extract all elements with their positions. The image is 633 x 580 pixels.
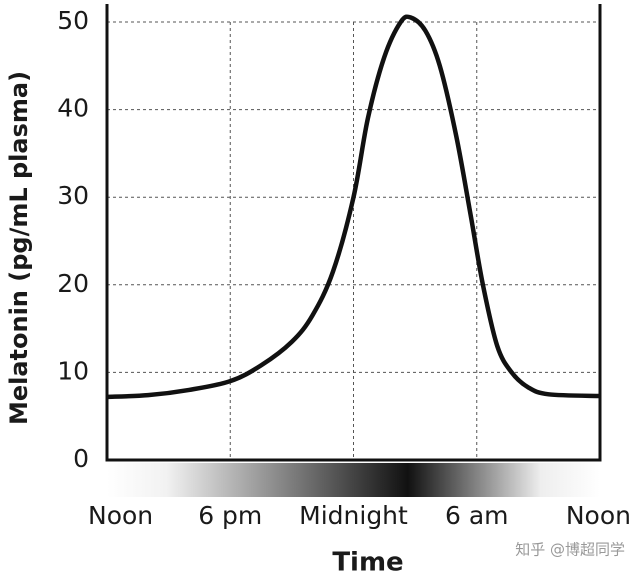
y-tick-label: 50 (57, 6, 89, 35)
y-tick-label: 20 (57, 269, 89, 298)
axis-frame (105, 4, 602, 462)
x-tick-label: Noon (88, 501, 153, 530)
x-axis-label: Time (332, 548, 403, 578)
x-tick-label: 6 am (445, 501, 509, 530)
x-tick-label: Midnight (299, 501, 408, 530)
data-line (106, 14, 601, 400)
y-tick-label: 0 (73, 444, 89, 473)
y-axis-label: Melatonin (pg/mL plasma) (5, 71, 33, 425)
y-tick-label: 10 (57, 356, 89, 385)
watermark: 知乎 @博超同学 (515, 541, 625, 559)
night-gradient (107, 463, 600, 497)
x-tick-label: Noon (566, 501, 631, 530)
y-tick-label: 40 (57, 94, 89, 123)
y-tick-label: 30 (57, 181, 89, 210)
x-tick-label: 6 pm (198, 501, 262, 530)
